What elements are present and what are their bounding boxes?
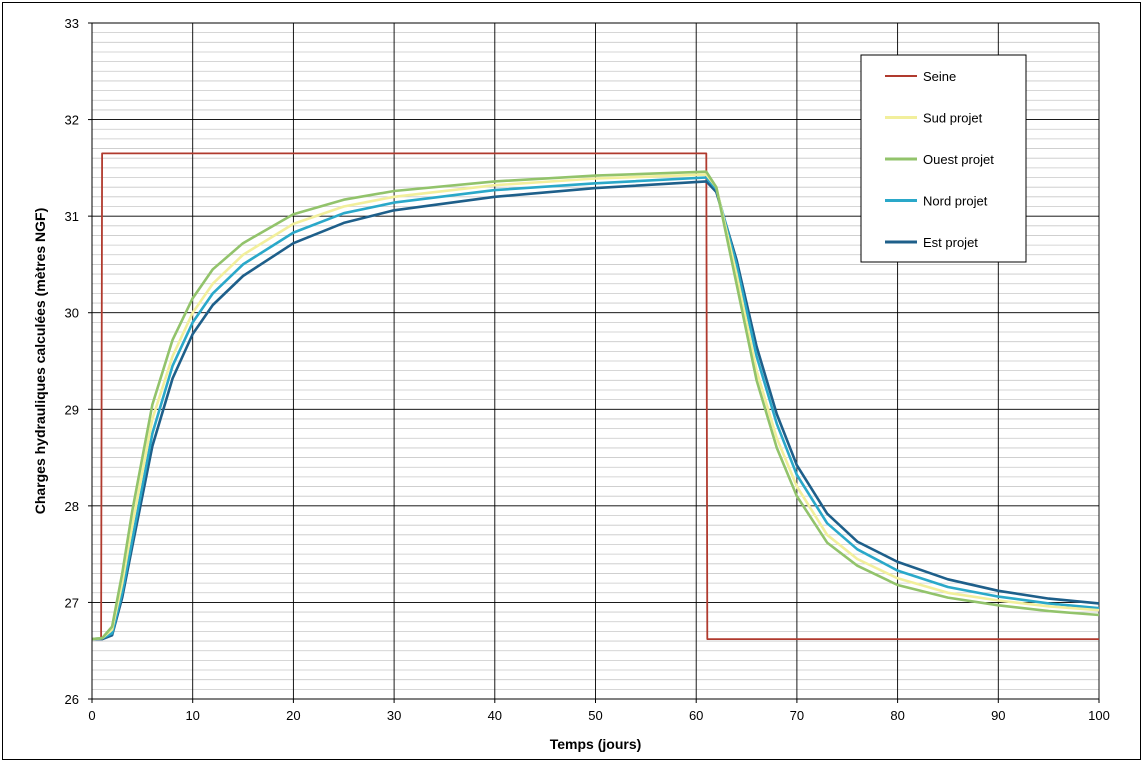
- x-tick-label: 100: [1088, 708, 1110, 723]
- legend-label-nord-projet: Nord projet: [923, 194, 988, 209]
- y-tick-label: 27: [65, 595, 79, 610]
- legend-label-seine: Seine: [923, 69, 956, 84]
- x-axis-title: Temps (jours): [550, 736, 642, 752]
- x-tick-label: 10: [185, 708, 199, 723]
- y-tick-label: 26: [65, 692, 79, 707]
- legend: Seine Sud projet Ouest projet Nord projet Es…: [860, 54, 1027, 263]
- series-layer: [91, 152, 1100, 641]
- x-tick-label: 80: [890, 708, 904, 723]
- x-tick-label: 70: [790, 708, 804, 723]
- series-line-est-projet: [92, 180, 1100, 641]
- line-chart: 0 10 20 30 40 50 60 70 80 90 100 2627282930313233 …: [32, 16, 1110, 752]
- y-tick-label: 28: [65, 499, 79, 514]
- legend-label-ouest-projet: Ouest projet: [923, 152, 994, 167]
- series-line-nord-projet: [91, 176, 1100, 641]
- y-axis-title: Charges hydrauliques calculées (mètres N…: [32, 208, 48, 515]
- x-tick-label: 30: [387, 708, 401, 723]
- legend-label-sud-projet: Sud projet: [923, 111, 983, 126]
- y-axis-ticks: 26 27 28 29 30 31 32 33: [65, 16, 92, 707]
- x-axis-ticks: 0 10 20 30 40 50 60 70 80 90 100: [88, 699, 1110, 723]
- x-tick-label: 40: [488, 708, 502, 723]
- y-tick-label: 33: [65, 16, 79, 31]
- y-tick-label: 32: [65, 113, 79, 128]
- x-tick-label: 0: [88, 708, 95, 723]
- series-line-sud-projet: [91, 173, 1100, 641]
- x-tick-label: 50: [588, 708, 602, 723]
- y-tick-label: 30: [65, 306, 79, 321]
- legend-label-est-projet: Est projet: [923, 235, 978, 250]
- legend-box: [860, 54, 1027, 263]
- y-tick-label: 31: [65, 209, 79, 224]
- series-line-ouest-projet: [91, 170, 1100, 641]
- x-tick-label: 90: [991, 708, 1005, 723]
- x-tick-label: 20: [286, 708, 300, 723]
- x-tick-label: 60: [689, 708, 703, 723]
- y-tick-label: 29: [65, 402, 79, 417]
